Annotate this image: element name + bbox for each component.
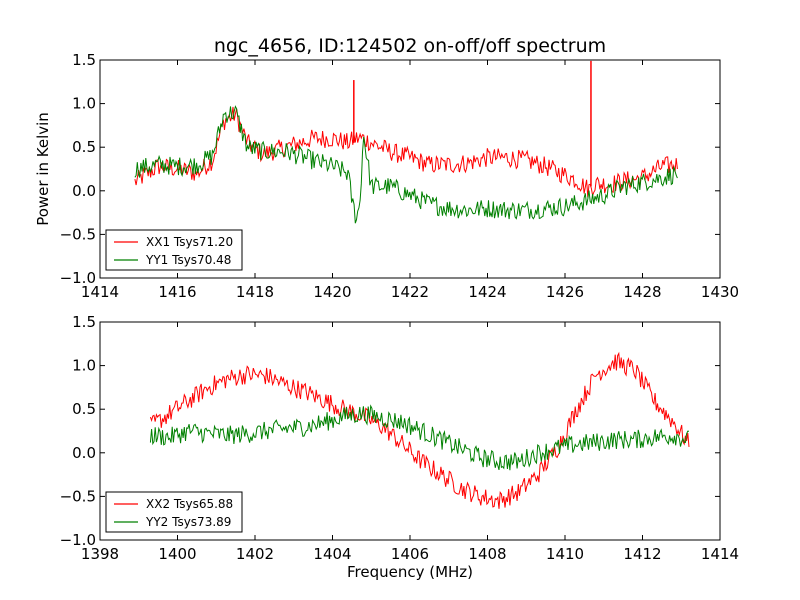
x-tick-label: 1414: [81, 283, 119, 301]
x-tick-label: 1410: [546, 545, 584, 563]
x-tick-label: 1412: [623, 545, 661, 563]
series-line-yy-panel-1: [149, 404, 690, 471]
y-tick-label: −1.0: [60, 269, 96, 287]
legend: XX1 Tsys71.20 YY1 Tsys70.48: [105, 229, 243, 271]
x-axis-label: Frequency (MHz): [347, 563, 473, 581]
x-tick-label: 1430: [701, 283, 739, 301]
x-tick-label: 1404: [313, 545, 351, 563]
x-tick-label: 1428: [623, 283, 661, 301]
y-tick-label: 0.5: [72, 400, 96, 418]
y-tick-label: 0.0: [72, 182, 96, 200]
y-tick-label: 1.5: [72, 51, 96, 69]
x-tick-label: 1400: [158, 545, 196, 563]
series-line-xx-panel-0: [134, 106, 678, 198]
y-axis-label: Power in Kelvin: [34, 112, 52, 226]
x-tick-label: 1414: [701, 545, 739, 563]
y-tick-label: −0.5: [60, 487, 96, 505]
x-tick-label: 1418: [236, 283, 274, 301]
x-tick-label: 1398: [81, 545, 119, 563]
x-tick-label: 1402: [236, 545, 274, 563]
figure-title: ngc_4656, ID:124502 on-off/off spectrum: [214, 35, 606, 57]
x-tick-label: 1422: [391, 283, 429, 301]
x-tick-label: 1420: [313, 283, 351, 301]
x-tick-label: 1408: [468, 545, 506, 563]
y-tick-label: 1.0: [72, 95, 96, 113]
y-tick-label: −0.5: [60, 225, 96, 243]
y-tick-label: −1.0: [60, 531, 96, 549]
bottom-panel: 1398 1400 1402 1404 1406 1408 1410 1412 1414 −1.0…: [60, 313, 740, 563]
legend-label: YY1 Tsys70.48: [145, 253, 231, 267]
legend-label: YY2 Tsys73.89: [145, 515, 231, 529]
legend-label: XX2 Tsys65.88: [146, 497, 233, 511]
legend-label: XX1 Tsys71.20: [146, 235, 233, 249]
series-line-xx-panel-1: [149, 351, 690, 509]
y-tick-label: 0.5: [72, 138, 96, 156]
y-tick-label: 0.0: [72, 444, 96, 462]
x-tick-label: 1416: [158, 283, 196, 301]
y-tick-label: 1.5: [72, 313, 96, 331]
top-panel: 1414 1416 1418 1420 1422 1424 1426 1428 1430 −1.0…: [60, 51, 740, 301]
y-tick-label: 1.0: [72, 357, 96, 375]
series-line-yy-panel-0: [134, 105, 678, 224]
x-tick-label: 1426: [546, 283, 584, 301]
x-tick-label: 1424: [468, 283, 506, 301]
legend: XX2 Tsys65.88 YY2 Tsys73.89: [105, 491, 243, 533]
x-tick-label: 1406: [391, 545, 429, 563]
